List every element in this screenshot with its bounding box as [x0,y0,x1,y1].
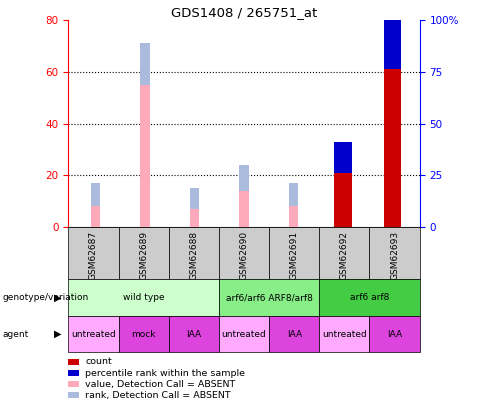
Bar [140,85,150,227]
Bar [239,191,249,227]
Text: untreated: untreated [222,330,266,339]
Text: GSM62688: GSM62688 [189,231,198,280]
Bar [334,142,352,173]
Bar [269,227,319,279]
Bar [68,359,79,365]
Bar [319,316,369,352]
Bar [190,209,199,227]
Bar [369,316,420,352]
Text: IAA: IAA [286,330,302,339]
Text: GSM62687: GSM62687 [89,231,98,280]
Bar [68,381,79,387]
Bar [68,279,219,316]
Text: arf6 arf8: arf6 arf8 [350,293,389,302]
Text: IAA: IAA [186,330,202,339]
Bar [289,183,298,206]
Bar [68,392,79,399]
Bar [91,206,101,227]
Text: untreated: untreated [322,330,367,339]
Text: GSM62691: GSM62691 [290,231,299,280]
Text: percentile rank within the sample: percentile rank within the sample [85,369,245,377]
Bar [190,188,199,209]
Bar [319,227,369,279]
Bar [169,227,219,279]
Text: rank, Detection Call = ABSENT: rank, Detection Call = ABSENT [85,391,231,400]
Bar [140,43,150,85]
Text: genotype/variation: genotype/variation [2,293,89,302]
Text: wild type: wild type [123,293,164,302]
Bar [219,316,269,352]
Bar [169,316,219,352]
Bar [68,227,119,279]
Text: count: count [85,358,112,367]
Text: agent: agent [2,330,29,339]
Bar [239,165,249,191]
Bar [91,183,101,206]
Text: ▶: ▶ [54,293,61,303]
Text: GSM62692: GSM62692 [340,231,349,280]
Text: untreated: untreated [71,330,116,339]
Text: arf6/arf6 ARF8/arf8: arf6/arf6 ARF8/arf8 [225,293,312,302]
Text: ▶: ▶ [54,329,61,339]
Bar [384,20,401,69]
Text: value, Detection Call = ABSENT: value, Detection Call = ABSENT [85,380,235,389]
Bar [119,316,169,352]
Bar [384,69,401,227]
Text: GSM62690: GSM62690 [240,231,248,280]
Text: mock: mock [131,330,156,339]
Text: GSM62689: GSM62689 [139,231,148,280]
Bar [289,206,298,227]
Bar [269,316,319,352]
Text: IAA: IAA [387,330,402,339]
Title: GDS1408 / 265751_at: GDS1408 / 265751_at [171,6,317,19]
Bar [369,227,420,279]
Bar [219,279,319,316]
Bar [319,279,420,316]
Text: GSM62693: GSM62693 [390,231,399,280]
Bar [68,370,79,376]
Bar [119,227,169,279]
Bar [219,227,269,279]
Bar [334,173,352,227]
Bar [68,316,119,352]
